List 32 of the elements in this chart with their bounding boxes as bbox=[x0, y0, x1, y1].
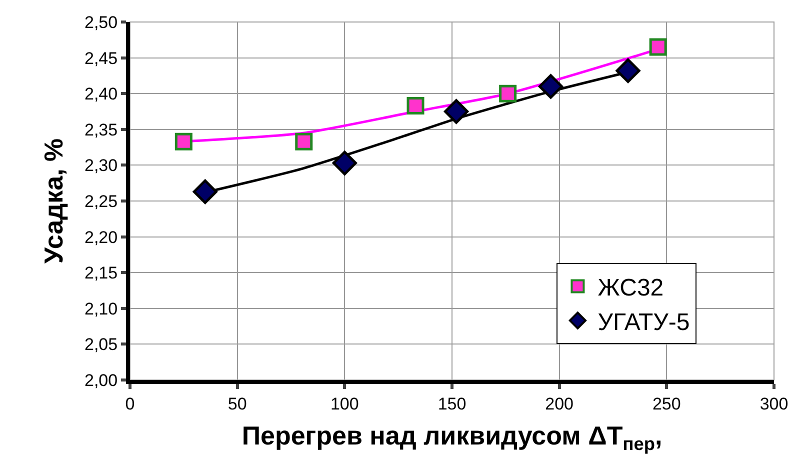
x-tick-label: 200 bbox=[545, 394, 574, 414]
point bbox=[444, 99, 469, 124]
point bbox=[192, 179, 218, 204]
x-tick-label: 250 bbox=[652, 394, 681, 414]
point bbox=[616, 58, 640, 83]
point bbox=[649, 38, 667, 56]
y-tick-label: 2,10 bbox=[84, 299, 118, 318]
point bbox=[174, 132, 192, 150]
x-tick-label: 0 bbox=[125, 394, 135, 414]
y-tick-label: 2,05 bbox=[84, 335, 118, 354]
y-tick-label: 2,00 bbox=[84, 370, 118, 390]
y-tick-label: 2,45 bbox=[84, 48, 118, 68]
y-tick-label: 2,30 bbox=[84, 156, 118, 176]
y-tick-label: 2,50 bbox=[84, 12, 118, 32]
x-tick-label: 100 bbox=[330, 394, 359, 414]
legend-label: ЖС32 bbox=[598, 274, 664, 302]
y-axis-title: Усадка, % bbox=[38, 138, 68, 264]
y-tick-label: 2,40 bbox=[84, 84, 118, 104]
x-tick-label: 300 bbox=[760, 394, 788, 414]
y-tick-label: 2,25 bbox=[84, 192, 118, 211]
legend-label: УГАТУ-5 bbox=[598, 308, 690, 336]
y-tick-label: 2,35 bbox=[84, 120, 118, 140]
point bbox=[499, 84, 517, 102]
x-tick-label: 50 bbox=[228, 394, 247, 414]
y-tick-label: 2,15 bbox=[84, 264, 118, 283]
x-axis-title: Перегрев над ликвидусом ΔT$_{пер}$, bbox=[242, 420, 662, 454]
y-tick-label: 2,20 bbox=[84, 228, 118, 247]
point bbox=[332, 150, 357, 176]
point bbox=[295, 132, 313, 150]
point bbox=[538, 74, 564, 99]
x-tick-label: 150 bbox=[438, 394, 466, 414]
point bbox=[406, 97, 424, 115]
